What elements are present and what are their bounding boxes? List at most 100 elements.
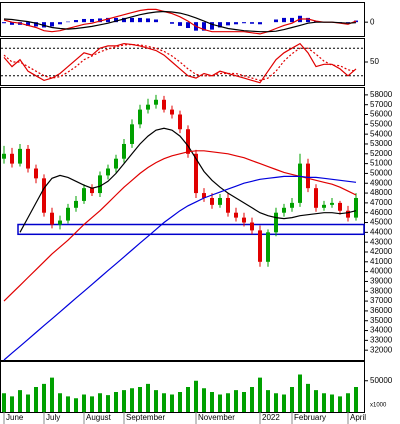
volume-bar <box>50 377 54 412</box>
volume-bar <box>90 396 94 412</box>
histogram-bar <box>202 22 206 31</box>
candle-body <box>194 153 198 194</box>
x-tick-label: November <box>198 413 235 422</box>
candle-body <box>122 143 126 159</box>
volume-bar <box>218 394 222 412</box>
candle-body <box>114 158 118 169</box>
volume-bar <box>258 377 262 412</box>
histogram-bar <box>10 22 14 25</box>
volume-bar <box>314 390 318 412</box>
histogram-bar <box>26 22 30 26</box>
y-tick-label: 45000 <box>370 218 393 227</box>
candle-body <box>10 153 14 164</box>
histogram-bar <box>114 17 118 23</box>
candle-body <box>42 178 46 213</box>
histogram-bar <box>290 17 294 23</box>
volume-bar <box>306 383 310 412</box>
candle-body <box>26 148 30 169</box>
x-tick-label: 2022 <box>262 413 280 422</box>
candle-body <box>226 197 230 213</box>
stochastic-panel <box>0 38 365 86</box>
volume-bar <box>130 388 134 412</box>
volume-bar <box>98 393 102 412</box>
volume-bar <box>18 390 22 412</box>
moving-average <box>3 150 357 302</box>
candle-body <box>74 200 78 208</box>
candle-body <box>298 163 302 203</box>
y-tick-label: 33000 <box>370 335 393 344</box>
histogram-bar <box>130 17 134 23</box>
histogram-bar <box>242 22 246 24</box>
volume-bar <box>146 383 150 412</box>
x-tick-label: July <box>46 413 60 422</box>
volume-bar <box>66 396 70 412</box>
y-tick-label: 50000 <box>370 169 393 178</box>
volume-bar <box>282 394 286 412</box>
candle-body <box>162 99 166 110</box>
histogram-bar <box>90 18 94 23</box>
y-tick-label: 36000 <box>370 306 393 315</box>
y-tick-label: 44000 <box>370 227 393 236</box>
candle-body <box>314 188 318 208</box>
y-tick-label: 43000 <box>370 237 393 246</box>
histogram-bar <box>226 22 230 26</box>
candle-body <box>34 168 38 179</box>
y-tick-label: 32000 <box>370 345 393 354</box>
y-tick-label: 48000 <box>370 188 393 197</box>
candle-body <box>186 129 190 154</box>
y-tick-label: 51000 <box>370 159 393 168</box>
y-tick-label: 41000 <box>370 257 393 266</box>
volume-bar <box>170 394 174 412</box>
candle-body <box>242 217 246 223</box>
candle-body <box>202 193 206 198</box>
volume-bar <box>178 392 182 412</box>
candle-body <box>258 230 262 262</box>
oscillator-line <box>3 43 357 82</box>
candle-body <box>58 220 62 225</box>
histogram-bar <box>50 22 54 27</box>
volume-bar <box>82 394 86 412</box>
candle-body <box>234 212 238 218</box>
support-zone <box>17 223 365 236</box>
candle-body <box>218 197 222 205</box>
candle-body <box>154 99 158 105</box>
candle-body <box>2 153 6 159</box>
moving-average <box>3 175 357 361</box>
macd-panel <box>0 2 365 37</box>
candle-body <box>178 114 182 130</box>
histogram-bar <box>106 17 110 23</box>
y-tick-label: 55000 <box>370 119 393 128</box>
volume-bar <box>194 380 198 412</box>
y-tick-label: 52000 <box>370 149 393 158</box>
histogram-bar <box>58 22 62 25</box>
indicator-line <box>3 8 357 35</box>
x-tick-label: August <box>86 413 112 422</box>
volume-bar <box>154 390 158 412</box>
histogram-bar <box>2 22 6 24</box>
y-tick-label: 40000 <box>370 267 393 276</box>
y-tick-label: 50 <box>370 57 379 66</box>
candle-body <box>130 124 134 144</box>
candle-body <box>338 202 342 211</box>
y-tick-label: 49000 <box>370 178 393 187</box>
volume-bar <box>354 387 358 412</box>
candle-body <box>18 148 22 164</box>
volume-bar <box>122 390 126 412</box>
candle-body <box>266 232 270 262</box>
volume-bar <box>266 390 270 412</box>
volume-bar <box>202 388 206 412</box>
y-tick-label: 42000 <box>370 247 393 256</box>
moving-average <box>19 127 357 233</box>
candle-body <box>306 163 310 189</box>
volume-bar <box>346 393 350 412</box>
y-tick-label: 34000 <box>370 326 393 335</box>
candle-body <box>330 202 334 205</box>
histogram-bar <box>146 18 150 23</box>
y-tick-label: 46000 <box>370 208 393 217</box>
candle-body <box>274 212 278 233</box>
histogram-bar <box>34 22 38 27</box>
candle-body <box>170 109 174 115</box>
volume-bar <box>330 394 334 412</box>
y-tick-label: 38000 <box>370 286 393 295</box>
